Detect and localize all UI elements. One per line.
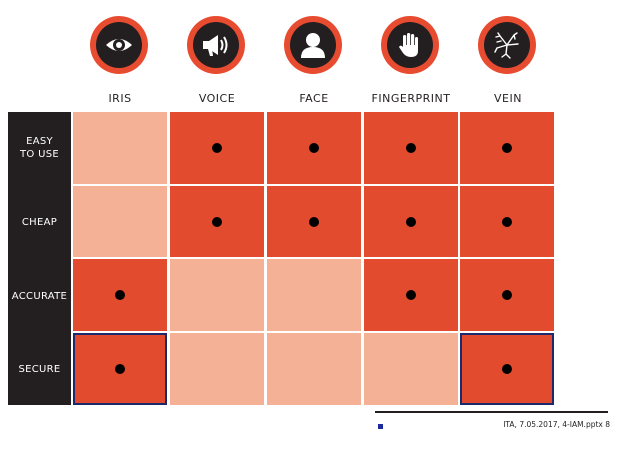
row-label-accurate: ACCURATE xyxy=(11,291,68,302)
row-label-cheap: CHEAP xyxy=(21,217,58,228)
megaphone-icon xyxy=(203,35,228,56)
vein-icon-badge xyxy=(478,16,536,74)
row-label-secure: SECURE xyxy=(18,364,61,375)
cell-fingerprint-cheap xyxy=(364,186,458,257)
row-label-easy-line1: EASY xyxy=(26,136,53,147)
cell-voice-accurate xyxy=(170,259,264,331)
eye-icon xyxy=(106,39,132,51)
column-label-voice: VOICE xyxy=(198,92,236,105)
cell-fingerprint-easy-to-use xyxy=(364,112,458,184)
cell-face-easy-to-use xyxy=(267,112,361,184)
column-label-face: FACE xyxy=(299,92,329,105)
iris-icon-badge xyxy=(90,16,148,74)
check-dot xyxy=(406,216,416,227)
check-dot xyxy=(115,364,125,374)
column-label-iris: IRIS xyxy=(108,92,132,105)
check-dot xyxy=(115,290,125,300)
column-label-fingerprint: FINGERPRINT xyxy=(371,92,451,105)
check-dot xyxy=(502,290,512,300)
cell-fingerprint-secure xyxy=(364,333,458,405)
cell-vein-easy-to-use xyxy=(460,112,554,184)
cell-face-secure xyxy=(267,333,361,405)
person-icon xyxy=(301,33,325,58)
vein-icon xyxy=(494,32,519,59)
cell-voice-cheap xyxy=(170,186,264,257)
footer-rule xyxy=(375,411,608,413)
cell-iris-accurate xyxy=(73,259,167,331)
row-label-easy-to-use: EASY TO USE xyxy=(8,135,71,161)
voice-icon-badge xyxy=(187,16,245,74)
row-labels-panel xyxy=(8,112,71,405)
fingerprint-icon-badge xyxy=(381,16,439,74)
check-dot xyxy=(502,216,512,227)
check-dot xyxy=(212,143,222,153)
check-dot xyxy=(309,216,319,227)
cell-iris-secure xyxy=(73,333,167,405)
cell-vein-accurate xyxy=(460,259,554,331)
cell-face-accurate xyxy=(267,259,361,331)
footer-marker xyxy=(378,424,383,429)
check-dot xyxy=(502,364,512,374)
cell-iris-cheap xyxy=(73,186,167,257)
footer-text: ITA, 7.05.2017, 4-IAM.pptx 8 xyxy=(503,420,610,429)
cell-fingerprint-accurate xyxy=(364,259,458,331)
cell-vein-secure xyxy=(460,333,554,405)
face-icon-badge xyxy=(284,16,342,74)
cell-vein-cheap xyxy=(460,186,554,257)
cell-face-cheap xyxy=(267,186,361,257)
check-dot xyxy=(502,143,512,153)
column-label-vein: VEIN xyxy=(494,92,522,105)
cell-voice-secure xyxy=(170,333,264,405)
check-dot xyxy=(212,216,222,227)
cell-iris-easy-to-use xyxy=(73,112,167,184)
cell-voice-easy-to-use xyxy=(170,112,264,184)
check-dot xyxy=(406,143,416,153)
hand-icon xyxy=(399,33,418,57)
check-dot xyxy=(309,143,319,153)
check-dot xyxy=(406,290,416,300)
row-label-easy-line2: TO USE xyxy=(20,149,59,160)
